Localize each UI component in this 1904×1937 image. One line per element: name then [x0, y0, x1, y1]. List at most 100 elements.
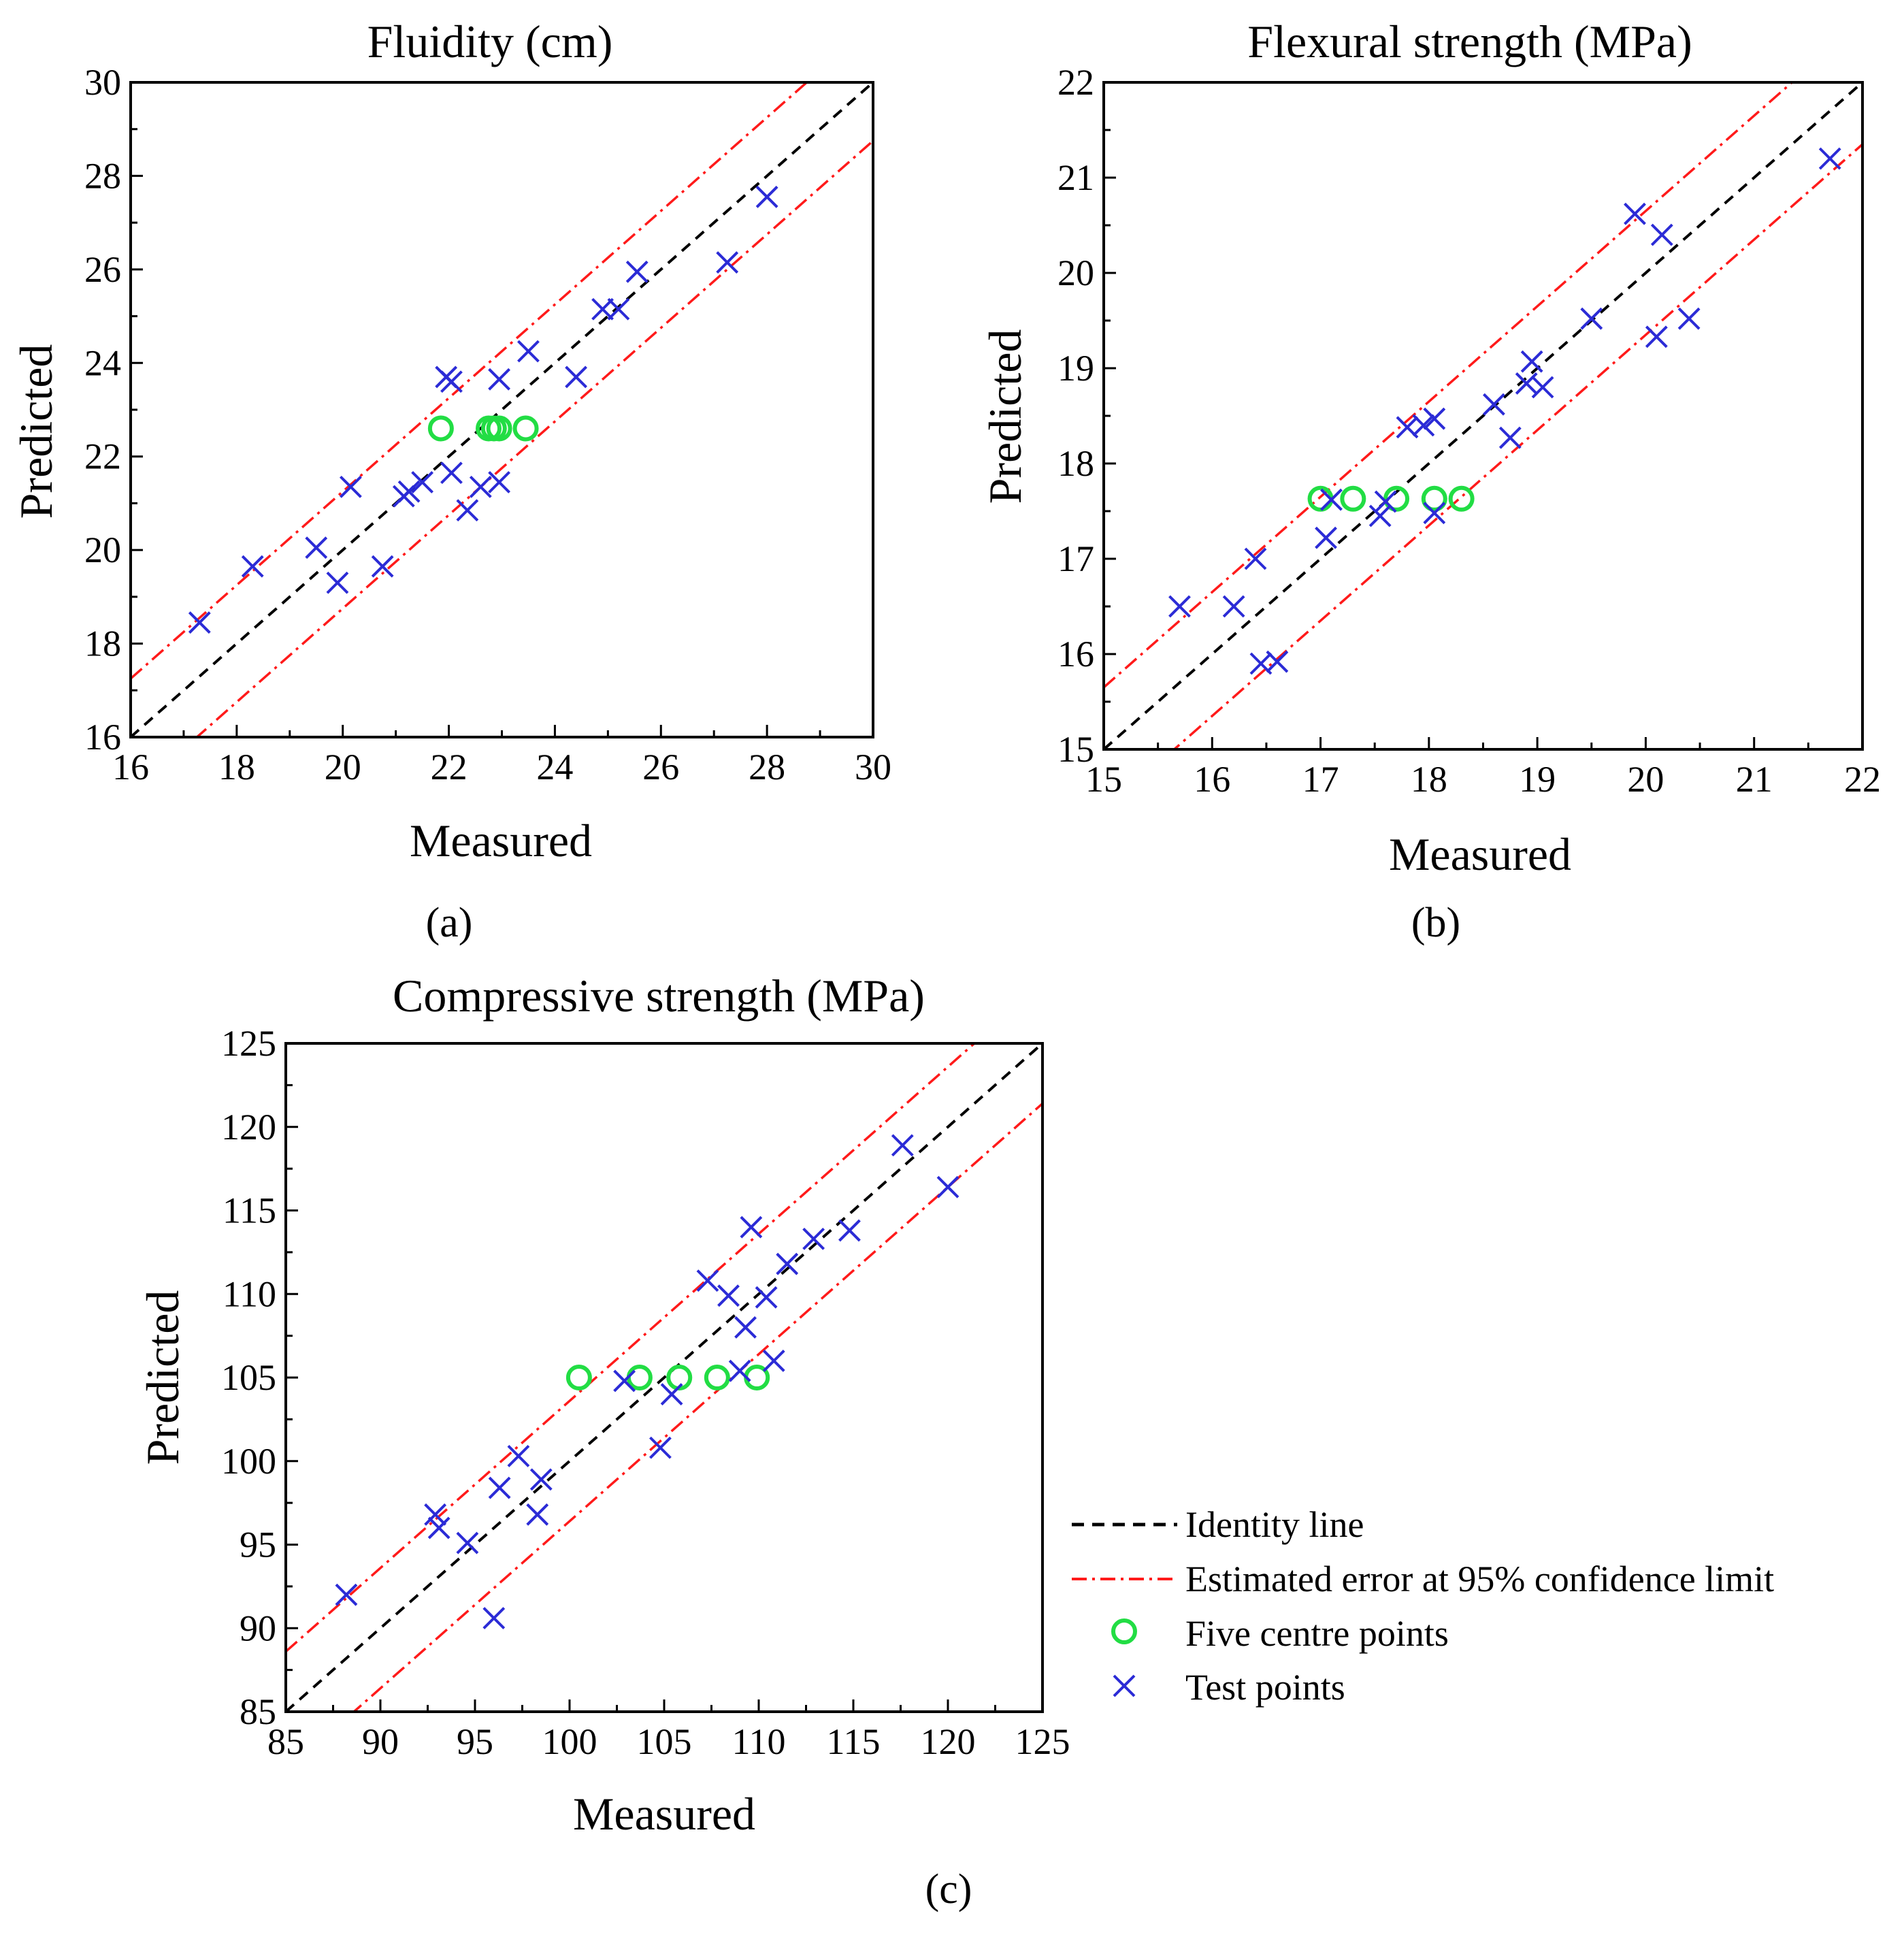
x-axis-label: Measured	[1389, 828, 1571, 880]
x-tick-label: 28	[749, 747, 785, 787]
confidence-limit-lower	[1172, 143, 1862, 749]
test-point	[716, 251, 739, 274]
y-tick-label: 90	[240, 1608, 276, 1648]
test-point	[838, 1219, 861, 1242]
test-point	[241, 555, 264, 578]
y-tick-label: 22	[1057, 62, 1094, 103]
chart-title: Flexural strength (MPa)	[1247, 16, 1692, 67]
test-point	[456, 1531, 479, 1555]
confidence-limit-lower	[195, 140, 873, 737]
test-point	[660, 1383, 683, 1405]
test-point	[456, 499, 479, 522]
test-point	[1498, 426, 1522, 449]
y-tick-label: 125	[221, 1023, 276, 1064]
y-tick-label: 24	[84, 342, 121, 383]
legend-test-label: Test points	[1185, 1667, 1345, 1708]
test-point	[607, 297, 630, 321]
test-point	[1374, 490, 1397, 513]
x-axis-label: Measured	[410, 815, 592, 866]
centre-point	[565, 1365, 592, 1390]
x-tick-label: 17	[1302, 759, 1339, 800]
test-point	[696, 1269, 719, 1292]
chart-title: Fluidity (cm)	[367, 16, 613, 67]
identity-line	[286, 1043, 1043, 1712]
y-tick-label: 16	[84, 717, 121, 758]
test-point	[1320, 488, 1343, 511]
test-point	[734, 1316, 757, 1339]
test-point	[488, 1476, 511, 1499]
test-point	[891, 1134, 914, 1157]
centre-point	[480, 415, 507, 442]
x-tick-label: 115	[827, 1721, 881, 1762]
test-point	[424, 1503, 447, 1526]
y-tick-label: 26	[84, 249, 121, 290]
panel-flexural-strength: Flexural strength (MPa) Measured Predict…	[979, 16, 1881, 946]
test-point	[1818, 147, 1841, 170]
centre-point	[512, 415, 539, 442]
legend-centre-marker	[1111, 1618, 1137, 1644]
test-point	[1168, 595, 1191, 618]
test-point	[591, 297, 614, 321]
y-tick-label: 120	[221, 1107, 276, 1147]
x-tick-label: 95	[457, 1721, 493, 1762]
test-point	[371, 555, 394, 578]
y-tick-label: 115	[223, 1190, 276, 1231]
test-point	[427, 1516, 450, 1540]
x-tick-label: 30	[855, 747, 891, 787]
test-point	[625, 260, 649, 283]
test-point	[1315, 526, 1337, 549]
test-point	[488, 368, 511, 391]
test-point	[529, 1468, 553, 1491]
legend-test-marker	[1113, 1674, 1136, 1697]
test-point	[1531, 376, 1554, 399]
x-tick-label: 26	[642, 747, 679, 787]
y-tick-label: 15	[1057, 729, 1094, 770]
test-point	[1645, 325, 1668, 348]
test-point	[1580, 307, 1603, 330]
x-tick-label: 125	[1015, 1721, 1070, 1762]
x-tick-label: 105	[637, 1721, 692, 1762]
panel-compressive-strength: Compressive strength (MPa) Measured Pred…	[137, 970, 1070, 1912]
y-tick-label: 30	[84, 62, 121, 103]
centre-point	[1421, 485, 1447, 512]
test-point	[517, 340, 540, 363]
test-point	[1624, 202, 1646, 225]
test-point	[440, 370, 463, 393]
test-point	[335, 1583, 358, 1606]
centre-point	[1340, 485, 1366, 512]
x-tick-label: 18	[218, 747, 255, 787]
panel-label: (a)	[426, 900, 473, 946]
y-tick-label: 28	[84, 155, 121, 196]
centre-point	[704, 1365, 730, 1390]
y-tick-label: 19	[1057, 348, 1094, 389]
test-point	[649, 1436, 672, 1459]
test-point	[936, 1175, 959, 1199]
test-point	[188, 611, 211, 634]
x-tick-label: 110	[732, 1721, 786, 1762]
y-tick-label: 20	[1057, 253, 1094, 293]
confidence-limit-upper	[131, 82, 809, 680]
panel-label: (c)	[925, 1866, 972, 1912]
centre-point	[626, 1365, 653, 1390]
test-point	[740, 1216, 763, 1239]
y-axis-label: Predicted	[979, 329, 1031, 504]
test-point	[482, 1607, 506, 1629]
y-tick-label: 110	[223, 1273, 276, 1314]
y-tick-label: 105	[221, 1357, 276, 1398]
x-tick-label: 90	[362, 1721, 399, 1762]
y-tick-label: 100	[221, 1441, 276, 1482]
legend: Identity line Estimated error at 95% con…	[1072, 1504, 1774, 1708]
x-tick-label: 24	[536, 747, 573, 787]
legend-identity-label: Identity line	[1185, 1504, 1364, 1545]
test-point	[1677, 307, 1701, 330]
test-point	[1423, 407, 1446, 430]
confidence-limit-upper	[286, 1043, 976, 1653]
x-tick-label: 16	[112, 747, 149, 787]
y-tick-label: 20	[84, 530, 121, 570]
y-tick-label: 21	[1057, 157, 1094, 198]
legend-confidence-label: Estimated error at 95% confidence limit	[1185, 1559, 1774, 1599]
test-point	[755, 185, 778, 208]
centre-point	[427, 415, 454, 442]
test-point	[1412, 414, 1435, 437]
